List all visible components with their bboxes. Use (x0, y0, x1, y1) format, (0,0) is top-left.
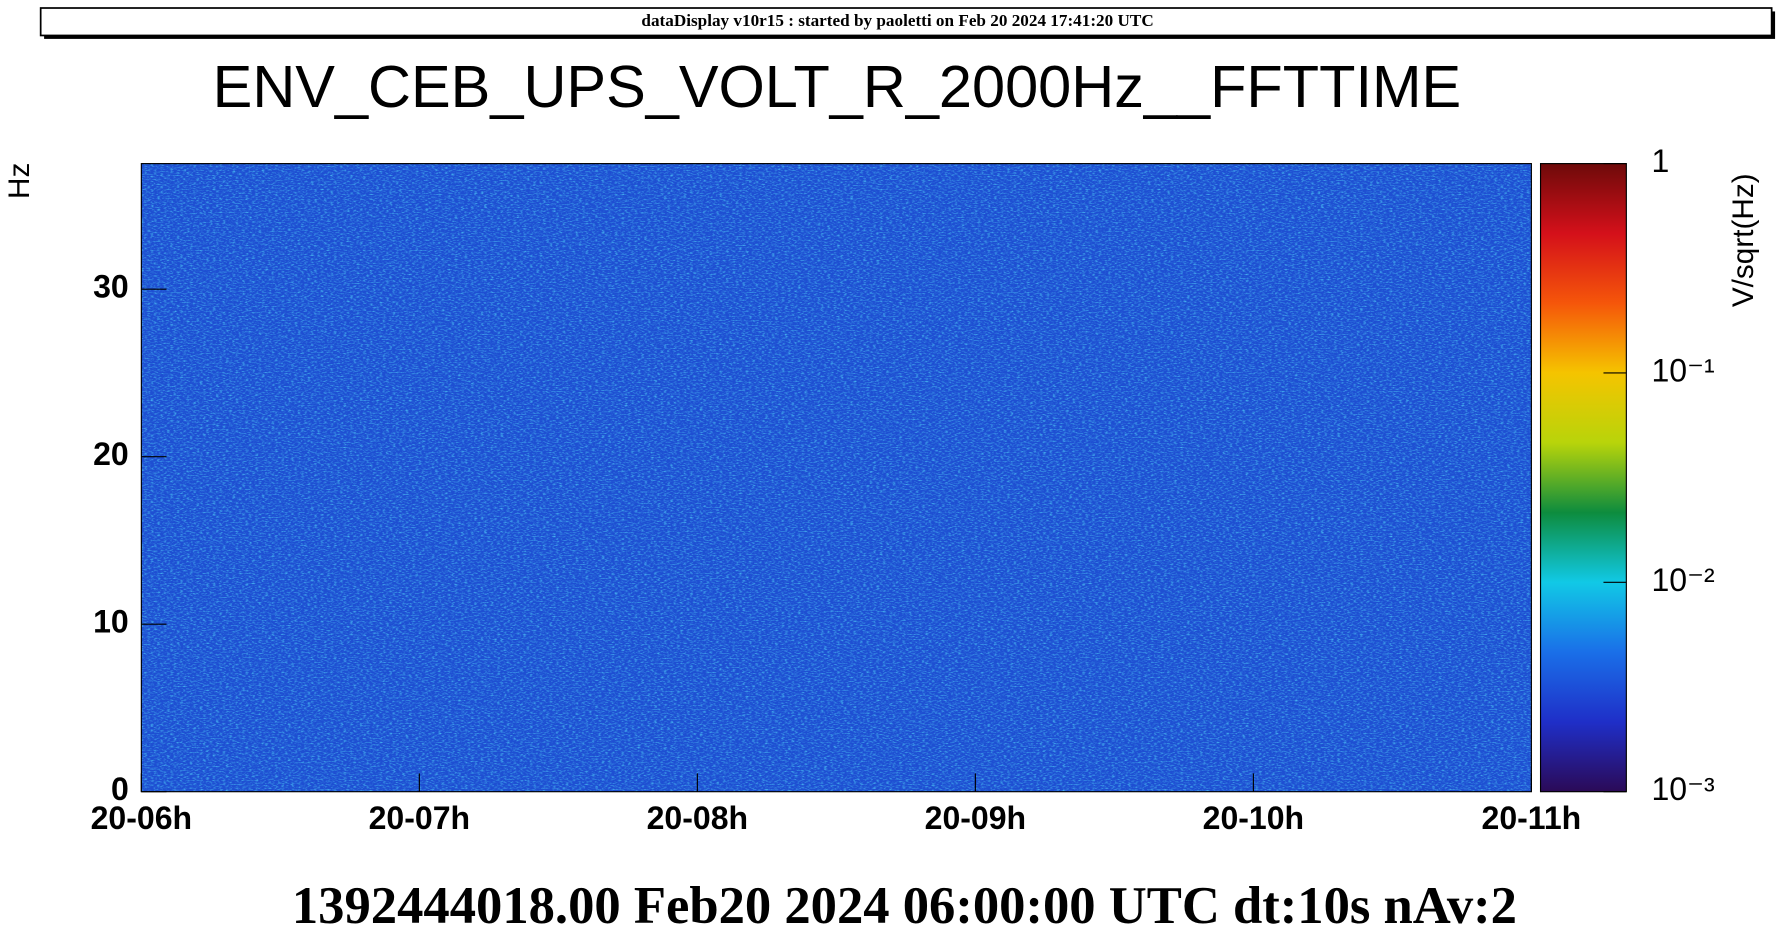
x-tick-label: 20-08h (647, 800, 748, 836)
z-tick-label: 10⁻² (1652, 562, 1716, 598)
y-tick-label: 0 (111, 771, 129, 807)
y-tick-label: 20 (93, 436, 129, 472)
footer: 1392444018.00 Feb20 2024 06:00:00 UTC dt… (292, 877, 1517, 935)
z-tick-label: 1 (1652, 143, 1670, 179)
x-tick-label: 20-07h (369, 800, 470, 836)
header-text: dataDisplay v10r15 : started by paoletti… (641, 11, 1153, 30)
plot-texture (141, 163, 1532, 792)
z-tick-label: 10⁻¹ (1652, 352, 1715, 388)
chart-title: ENV_CEB_UPS_VOLT_R_2000Hz__FFTTIME (213, 53, 1462, 120)
y-axis-label: Hz (3, 163, 36, 199)
y-tick-label: 10 (93, 604, 129, 640)
header-box (39, 7, 1773, 37)
z-axis-label: V/sqrt(Hz) (1727, 173, 1760, 307)
y-tick-label: 30 (93, 269, 129, 305)
colorbar (1539, 163, 1627, 793)
x-tick-label: 20-11h (1482, 800, 1582, 836)
x-tick-label: 20-10h (1203, 800, 1304, 836)
x-tick-label: 20-09h (925, 800, 1026, 836)
z-tick-label: 10⁻³ (1652, 771, 1716, 807)
x-tick-label: 20-06h (91, 800, 192, 836)
plot-frame (140, 163, 1532, 793)
